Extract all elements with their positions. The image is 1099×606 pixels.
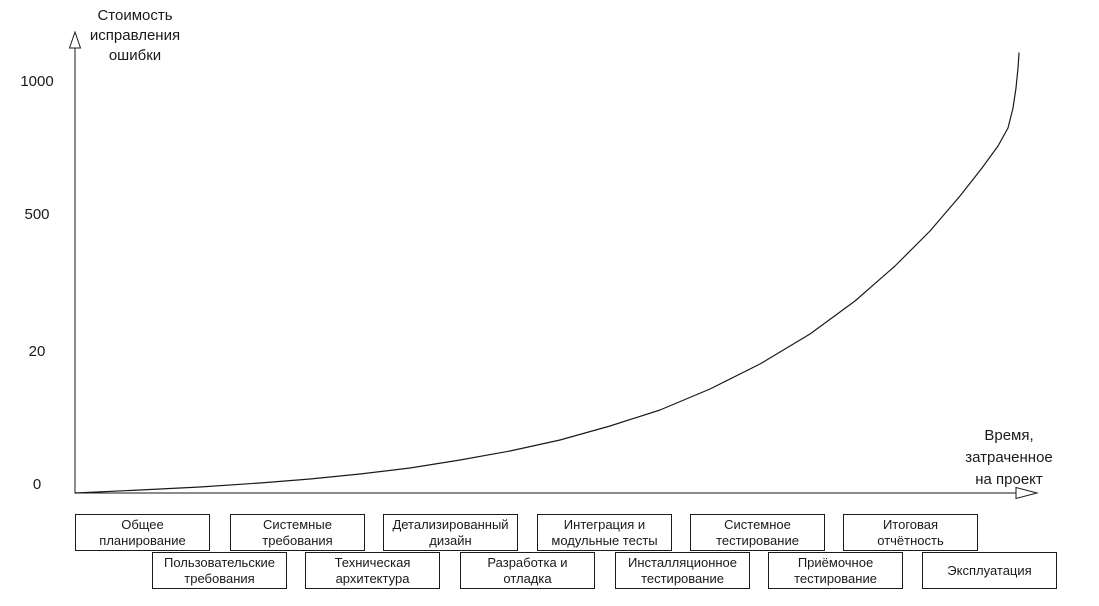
y-tick-1000: 1000 xyxy=(20,73,54,90)
phase-box-detailed-design: Детализированный дизайн xyxy=(383,514,518,551)
phase-box-user-requirements: Пользовательские требования xyxy=(152,552,287,589)
x-axis-title: Время, затраченное на проект xyxy=(965,427,1053,488)
y-tick-20: 20 xyxy=(28,343,46,360)
phase-box-integration-unit-tests: Интеграция и модульные тесты xyxy=(537,514,672,551)
phase-box-general-planning: Общее планирование xyxy=(75,514,210,551)
x-axis-arrow-icon xyxy=(1015,486,1039,500)
y-tick-0: 0 xyxy=(32,476,42,493)
phase-box-final-reporting: Итоговая отчётность xyxy=(843,514,978,551)
phase-box-acceptance-testing: Приёмочное тестирование xyxy=(768,552,903,589)
phase-box-development-debugging: Разработка и отладка xyxy=(460,552,595,589)
phase-box-system-requirements: Системные требования xyxy=(230,514,365,551)
y-axis-title: Стоимость исправления ошибки xyxy=(89,7,181,64)
phase-box-installation-testing: Инсталляционное тестирование xyxy=(615,552,750,589)
y-axis-arrow-icon xyxy=(68,30,82,49)
phase-box-system-testing: Системное тестирование xyxy=(690,514,825,551)
phase-box-operation: Эксплуатация xyxy=(922,552,1057,589)
y-tick-500: 500 xyxy=(24,206,50,223)
cost-curve xyxy=(74,52,1020,494)
phase-box-technical-architecture: Техническая архитектура xyxy=(305,552,440,589)
